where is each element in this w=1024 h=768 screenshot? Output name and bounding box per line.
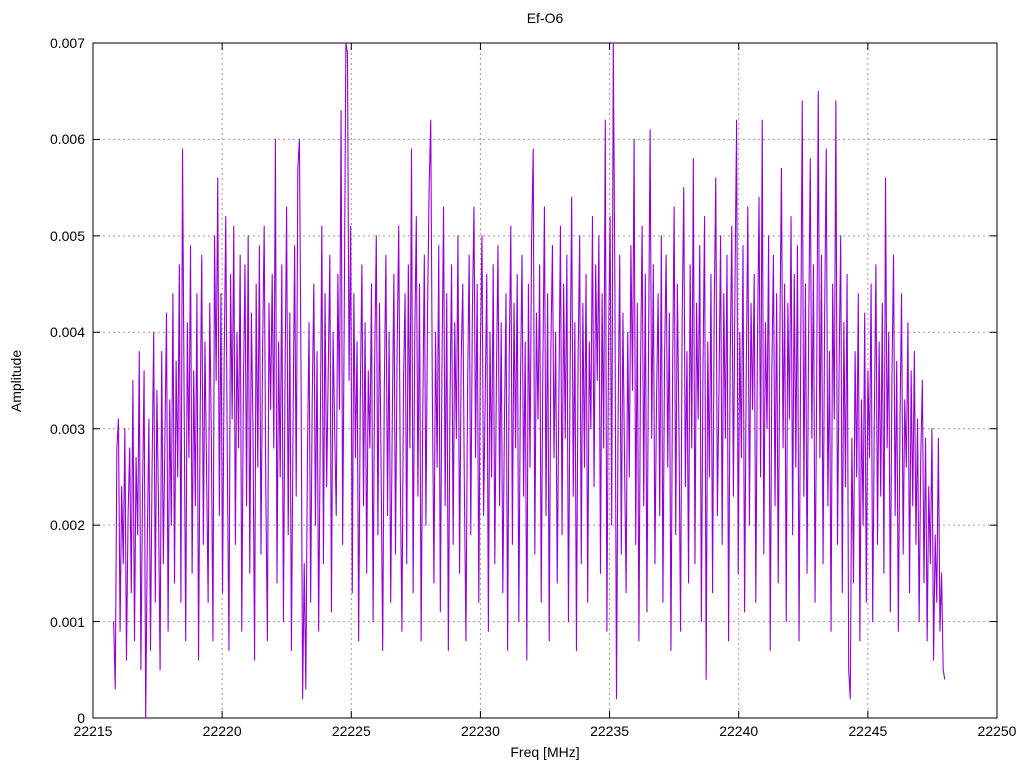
y-tick-label: 0.003 — [49, 420, 85, 437]
y-tick-label: 0.004 — [49, 324, 85, 341]
chart-title: Ef-O6 — [526, 10, 564, 26]
x-tick-label: 22215 — [73, 723, 113, 739]
x-tick-label: 22235 — [590, 723, 630, 739]
y-tick-label: 0.005 — [49, 227, 85, 244]
x-tick-label: 22250 — [977, 723, 1017, 739]
y-tick-label: 0 — [77, 710, 85, 726]
y-tick-label: 0.001 — [49, 613, 85, 630]
x-tick-label: 22240 — [719, 723, 759, 739]
plot-border — [92, 42, 998, 719]
x-tick-label: 22220 — [202, 723, 242, 739]
x-tick-label: 22225 — [331, 723, 371, 739]
y-tick-label: 0.002 — [49, 517, 85, 534]
spectrum-line — [113, 42, 946, 719]
x-tick-label: 22245 — [848, 723, 888, 739]
y-tick-label: 0.007 — [49, 35, 85, 51]
x-tick-label: 22230 — [460, 723, 500, 739]
x-axis-label: Freq [MHz] — [510, 744, 580, 760]
y-tick-label: 0.006 — [49, 131, 85, 148]
